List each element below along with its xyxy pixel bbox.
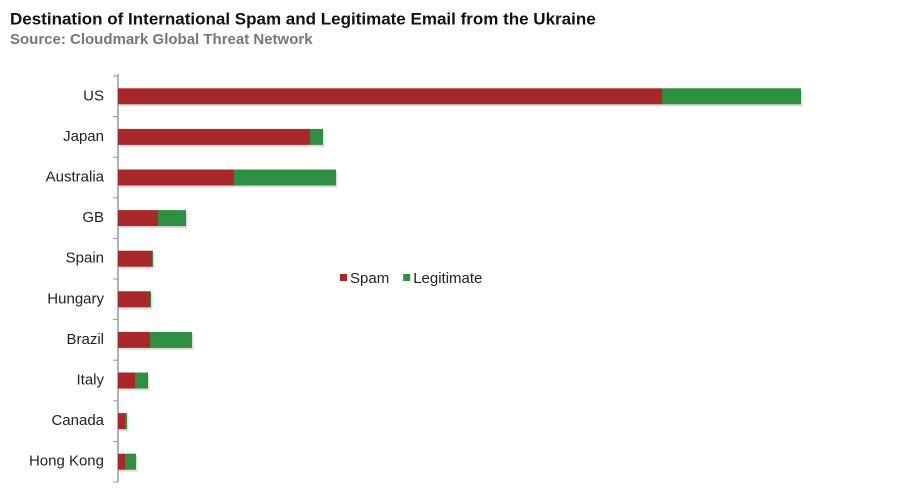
bar-shadow <box>153 252 155 269</box>
y-tick-label: Hong Kong <box>29 453 104 470</box>
bar-segment <box>118 453 125 470</box>
bar-segment <box>125 453 136 470</box>
bar-segment <box>150 291 151 308</box>
y-tick-label: US <box>83 87 104 104</box>
legend-label: Spam <box>350 270 389 287</box>
chart-title: Destination of International Spam and Le… <box>10 9 596 28</box>
bar-segment <box>158 210 186 227</box>
bar-shadow <box>126 415 129 432</box>
y-tick-label: Spain <box>66 250 104 267</box>
bar-segment <box>234 169 336 186</box>
legend-swatch <box>403 274 411 281</box>
bar-segment <box>310 128 323 145</box>
bar-segment <box>150 331 192 348</box>
bar-segment <box>118 291 150 308</box>
y-tick-label: Japan <box>63 128 104 145</box>
bar-segment <box>118 88 662 105</box>
bar-segment <box>135 372 148 389</box>
bar-segment <box>118 372 135 389</box>
bar-segment <box>152 250 153 267</box>
y-tick-label: Australia <box>46 168 105 185</box>
bar-segment <box>118 169 234 186</box>
chart-subtitle: Source: Cloudmark Global Threat Network <box>10 31 313 48</box>
y-tick-label: Brazil <box>66 331 104 348</box>
bar-segment <box>118 250 152 267</box>
bar-segment <box>118 128 310 145</box>
legend-swatch <box>340 274 347 281</box>
y-tick-label: Canada <box>51 412 104 429</box>
bar-segment <box>118 210 158 227</box>
bar-segment <box>125 413 127 430</box>
y-tick-label: GB <box>82 209 104 226</box>
bar-segment <box>118 413 125 430</box>
bar-segment <box>118 331 150 348</box>
legend-label: Legitimate <box>413 270 482 287</box>
bar-segment <box>662 88 801 105</box>
y-tick-label: Italy <box>76 371 104 388</box>
y-tick-label: Hungary <box>47 290 104 307</box>
bar-shadow <box>151 293 153 310</box>
